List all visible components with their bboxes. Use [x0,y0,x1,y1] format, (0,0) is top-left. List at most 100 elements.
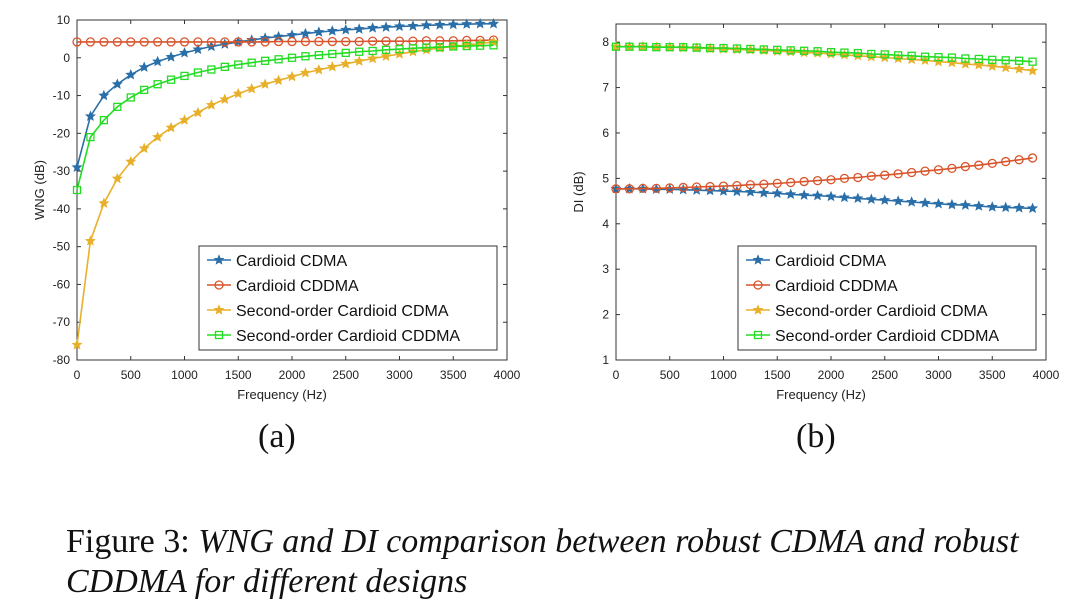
data-point [880,170,890,180]
data-point [772,178,782,189]
y-tick-label: 5 [602,171,609,185]
data-point [287,36,297,47]
series-line [616,157,1033,190]
data-point [72,185,82,195]
legend-item: Second-order Cardioid CDDMA [746,328,999,345]
data-point [139,37,149,47]
data-point [746,44,755,54]
legend-marker [213,254,225,265]
y-axis-label: WNG (dB) [32,160,47,220]
y-tick-label: -40 [53,202,71,216]
x-tick-label: 0 [74,368,81,382]
legend-marker [214,330,224,340]
data-point [894,51,903,60]
data-point [313,26,325,37]
legend-label: Cardioid CDDMA [236,278,359,295]
data-point [246,82,258,94]
data-point [718,181,729,191]
data-point [813,47,822,56]
data-point [947,163,957,174]
data-point [380,50,392,61]
data-point [85,37,96,47]
data-point [367,52,379,64]
data-point [920,52,930,61]
x-tick-label: 2000 [818,368,845,382]
data-point [193,68,203,77]
x-tick-label: 3000 [386,368,413,382]
data-point [1014,56,1024,65]
data-point [219,93,231,105]
data-point [1000,201,1012,213]
data-point [152,131,164,142]
data-point [340,24,352,35]
series-second-order-cardioid-cddma [72,41,498,195]
data-point [341,48,350,58]
data-point [407,20,419,31]
data-point [299,67,311,78]
series-second-order-cardioid-cdma [71,36,500,350]
data-point [919,197,931,208]
x-tick-label: 3500 [440,368,467,382]
data-point [165,121,177,133]
data-point [301,52,310,61]
x-tick-label: 4000 [494,368,521,382]
legend-label: Second-order Cardioid CDMA [775,303,988,320]
caption-text: WNG and DI comparison between robust CDM… [66,523,1019,600]
data-point [84,235,96,246]
data-point [719,43,728,53]
data-point [826,175,836,185]
data-point [611,184,621,194]
caption-label: Figure 3: [66,523,190,560]
data-point [71,161,83,173]
data-point [731,185,743,197]
data-point [111,172,123,184]
x-tick-label: 1000 [710,368,737,382]
data-point [420,19,432,30]
y-tick-label: -60 [53,277,71,291]
data-point [946,198,958,210]
x-tick-label: 3500 [979,368,1006,382]
x-tick-label: 500 [660,368,680,382]
data-point [961,54,970,63]
data-point [867,49,876,59]
data-point [461,18,473,29]
data-point [489,41,498,50]
data-point [126,93,135,102]
data-point [99,115,109,125]
data-point [299,27,311,39]
data-point [907,51,916,60]
data-point [166,75,176,84]
legend-item: Second-order Cardioid CDDMA [207,328,460,345]
data-point [1028,57,1037,66]
x-tick-label: 1000 [171,368,198,382]
data-point [314,50,324,60]
data-point [853,172,863,183]
legend-marker [753,330,763,340]
data-point [744,186,756,197]
y-tick-label: 4 [602,217,609,231]
data-point [233,37,243,47]
data-point [973,59,985,70]
data-point [380,21,392,32]
legend-item: Second-order Cardioid CDMA [746,303,988,320]
data-point [812,175,823,186]
data-point [934,52,943,62]
data-point [462,41,471,51]
y-axis-label: DI (dB) [571,171,586,212]
data-point [759,179,769,189]
y-tick-label: 8 [602,35,609,49]
data-point [340,58,352,69]
data-point [126,37,136,47]
data-point [207,65,216,74]
data-point [1013,202,1025,213]
data-point [1001,56,1010,65]
data-point [381,36,391,46]
y-tick-label: -80 [53,353,71,367]
x-tick-label: 0 [613,368,620,382]
data-point [125,155,137,167]
data-point [353,55,365,66]
data-point [84,110,96,122]
data-point [72,37,82,47]
data-point [932,198,945,209]
data-point [759,45,768,54]
